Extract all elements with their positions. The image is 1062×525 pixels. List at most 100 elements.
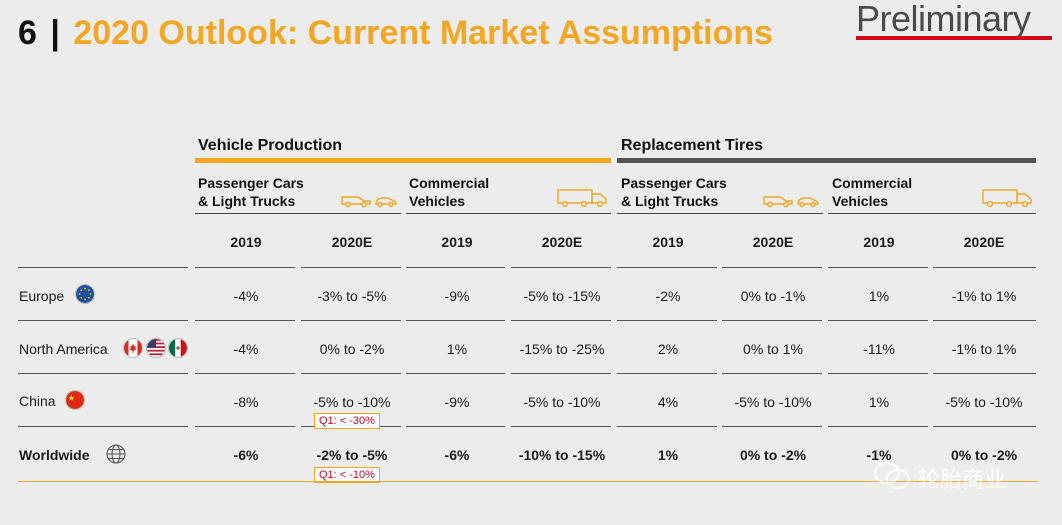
car-icon [763,196,819,208]
table-cell: -5% to -10% [945,394,1023,410]
wechat-icon [874,462,910,489]
row-divider [828,426,928,427]
row-divider [406,373,505,374]
subgroup-line1: Passenger Cars [198,175,304,191]
table-cell: -10% to -15% [518,447,606,463]
row-divider [406,426,505,427]
subgroup-line1: Passenger Cars [621,175,727,191]
row-divider [617,267,717,268]
year-header: 2020E [541,234,583,250]
title-text: 2020 Outlook: Current Market Assumptions [73,14,773,52]
row-divider [195,267,295,268]
car-icon [341,196,397,208]
row-label-north-america: North America [19,341,108,357]
row-divider [301,267,401,268]
year-header: 2020E [331,234,373,250]
row-divider [933,373,1036,374]
truck-icon [982,189,1032,208]
year-header: 2019 [863,234,895,250]
row-divider [828,373,928,374]
bottom-rule [18,481,1038,482]
subgroup-header: Commercial Vehicles [409,174,489,210]
group-bar-replacement-tires [617,158,1036,163]
year-header: 2020E [752,234,794,250]
subgroup-line2: Vehicles [832,193,889,209]
row-divider [406,320,505,321]
table-cell: 0% to -2% [739,447,807,463]
table-cell: -8% [233,394,259,410]
table-cell: -6% [444,447,470,463]
row-label-worldwide: Worldwide [19,447,90,463]
row-divider [511,267,611,268]
row-divider [722,267,822,268]
table-cell: 0% to -2% [950,447,1018,463]
eu-flag-icon [75,284,95,304]
preliminary-underline [856,36,1052,40]
row-divider [18,373,188,374]
subgroup-divider [195,213,401,214]
subgroup-line1: Commercial [409,175,490,191]
row-divider [722,320,822,321]
table-cell: 1% [446,341,468,357]
table-cell: -5% to -10% [313,394,391,410]
row-divider [301,373,401,374]
row-divider [617,373,717,374]
table-cell: -3% to -5% [317,288,387,304]
globe-icon [106,444,126,464]
row-divider [933,320,1036,321]
table-cell: -4% [233,288,259,304]
row-divider [18,320,188,321]
table-cell: 1% [657,447,679,463]
table-cell: 2% [657,341,679,357]
year-header: 2019 [441,234,473,250]
year-header: 2019 [230,234,262,250]
table-cell: 0% to 1% [743,341,803,357]
row-divider [722,373,822,374]
row-divider [828,320,928,321]
row-divider [195,426,295,427]
q1-callout: Q1: < -10% [314,467,380,483]
row-divider [511,426,611,427]
table-cell: 1% [868,288,890,304]
subgroup-line2: Vehicles [409,193,466,209]
row-divider [617,426,717,427]
row-divider [18,267,188,268]
preliminary-badge: Preliminary [856,0,1052,42]
subgroup-divider [406,213,611,214]
year-header: 2020E [963,234,1005,250]
table-cell: -5% to -10% [523,394,601,410]
table-cell: -2% [655,288,681,304]
row-divider [511,320,611,321]
row-divider [617,320,717,321]
page-title: 6 | 2020 Outlook: Current Market Assumpt… [18,14,773,53]
preliminary-label: Preliminary [856,0,1031,39]
row-divider [828,267,928,268]
table-cell: -9% [444,394,470,410]
mexico-flag-icon [168,338,188,358]
canada-flag-icon [123,338,143,358]
q1-callout: Q1: < -30% [314,413,380,429]
row-divider [933,267,1036,268]
truck-icon [557,189,607,208]
title-separator: | [50,14,60,52]
table-cell: -1% [866,447,892,463]
row-divider [406,267,505,268]
table-cell: -2% to -5% [316,447,388,463]
subgroup-line2: & Light Trucks [621,193,719,209]
table-cell: 1% [868,394,890,410]
table-cell: 4% [657,394,679,410]
row-divider [195,373,295,374]
china-flag-icon [65,390,85,410]
table-cell: -5% to -10% [734,394,812,410]
subgroup-divider [617,213,823,214]
table-cell: -5% to -15% [523,288,601,304]
subgroup-header: Passenger Cars & Light Trucks [621,174,727,210]
usa-flag-icon [146,338,166,358]
table-cell: -9% [444,288,470,304]
table-cell: -11% [863,341,895,357]
subgroup-divider [828,213,1036,214]
table-cell: 0% to -1% [740,288,806,304]
table-cell: 0% to -2% [319,341,385,357]
subgroup-header: Commercial Vehicles [832,174,912,210]
table-cell: -6% [233,447,259,463]
